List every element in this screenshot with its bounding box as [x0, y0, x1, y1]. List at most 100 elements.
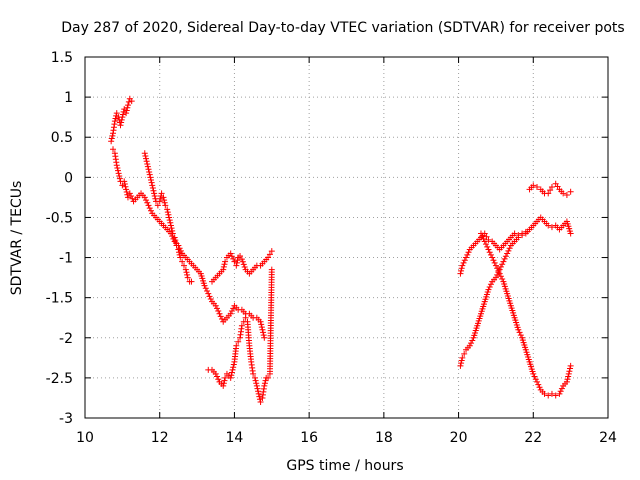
data-point: [201, 282, 208, 289]
data-point: [183, 269, 190, 276]
data-point: [469, 337, 476, 344]
data-point: [500, 258, 507, 265]
series-track-d-midday-rise: [209, 248, 275, 285]
data-point: [240, 261, 247, 268]
data-point: [108, 135, 115, 142]
data-point: [150, 187, 157, 194]
data-point: [484, 243, 491, 250]
data-point: [220, 382, 227, 389]
data-point: [161, 197, 168, 204]
data-point: [238, 322, 245, 329]
data-point: [215, 376, 222, 383]
x-tick-label: 18: [375, 430, 393, 446]
data-point: [515, 326, 522, 333]
data-point: [145, 166, 152, 173]
data-point: [141, 150, 148, 157]
data-point: [522, 228, 529, 235]
data-point: [184, 274, 191, 281]
data-point: [180, 262, 187, 269]
data-point: [565, 370, 572, 377]
data-point: [166, 214, 173, 221]
x-tick-label: 14: [226, 430, 244, 446]
data-point: [266, 251, 273, 258]
data-point: [111, 118, 118, 125]
data-point: [477, 230, 484, 237]
data-point: [129, 195, 136, 202]
data-point: [548, 183, 555, 190]
y-tick-label: 0.5: [51, 130, 73, 146]
series-track-b-morning-main: [110, 146, 268, 341]
x-tick-label: 10: [76, 430, 94, 446]
data-point: [556, 390, 563, 397]
data-point: [257, 318, 264, 325]
data-point: [222, 374, 229, 381]
data-point: [143, 155, 150, 162]
data-point: [464, 251, 471, 258]
data-point: [535, 381, 542, 388]
data-point: [483, 233, 490, 240]
data-point: [147, 177, 154, 184]
data-point: [259, 326, 266, 333]
data-point: [238, 256, 245, 263]
data-point: [548, 390, 555, 397]
data-point: [494, 265, 501, 272]
data-point: [113, 162, 120, 169]
data-point: [567, 362, 574, 369]
data-point: [251, 374, 258, 381]
data-point: [123, 107, 130, 114]
data-point: [491, 259, 498, 266]
data-point: [530, 182, 537, 189]
data-point: [172, 237, 179, 244]
data-point: [176, 249, 183, 256]
data-point: [466, 342, 473, 349]
data-point: [167, 219, 174, 226]
data-point: [486, 249, 493, 256]
data-point: [222, 258, 229, 265]
data-point: [167, 222, 174, 229]
data-point: [228, 253, 235, 260]
data-point: [144, 163, 151, 170]
data-point: [497, 273, 504, 280]
data-point: [487, 251, 494, 258]
data-point: [233, 342, 240, 349]
data-point: [530, 370, 537, 377]
data-point: [175, 246, 182, 253]
data-point: [154, 202, 161, 209]
data-point: [566, 368, 573, 375]
data-point: [125, 98, 132, 105]
data-point: [460, 259, 467, 266]
data-point: [221, 261, 228, 268]
y-tick-label: -3: [59, 411, 73, 427]
data-point: [531, 373, 538, 380]
data-point: [230, 255, 237, 262]
data-point: [505, 247, 512, 254]
data-point: [235, 338, 242, 345]
data-point: [265, 374, 272, 381]
data-point: [216, 310, 223, 317]
data-point: [149, 182, 156, 189]
data-point: [143, 197, 150, 204]
data-point: [229, 366, 236, 373]
data-point: [126, 190, 133, 197]
data-point: [157, 195, 164, 202]
data-point: [149, 185, 156, 192]
x-tick-labels: 10 12 14 16 18 20 22 24: [76, 430, 617, 446]
data-point: [141, 194, 148, 201]
data-point: [228, 308, 235, 315]
data-point: [143, 158, 150, 165]
data-point: [268, 248, 275, 255]
data-point: [108, 138, 115, 145]
data-point: [261, 382, 268, 389]
data-point: [151, 193, 158, 200]
data-point: [233, 262, 240, 269]
data-point: [227, 310, 234, 317]
data-point: [534, 378, 541, 385]
data-point: [497, 263, 504, 270]
chart-title: Day 287 of 2020, Sidereal Day-to-day VTE…: [61, 20, 624, 36]
data-point: [124, 194, 131, 201]
data-point: [213, 305, 220, 312]
data-point: [177, 254, 184, 261]
data-point: [206, 293, 213, 300]
data-point: [485, 236, 492, 243]
data-point: [257, 398, 264, 405]
